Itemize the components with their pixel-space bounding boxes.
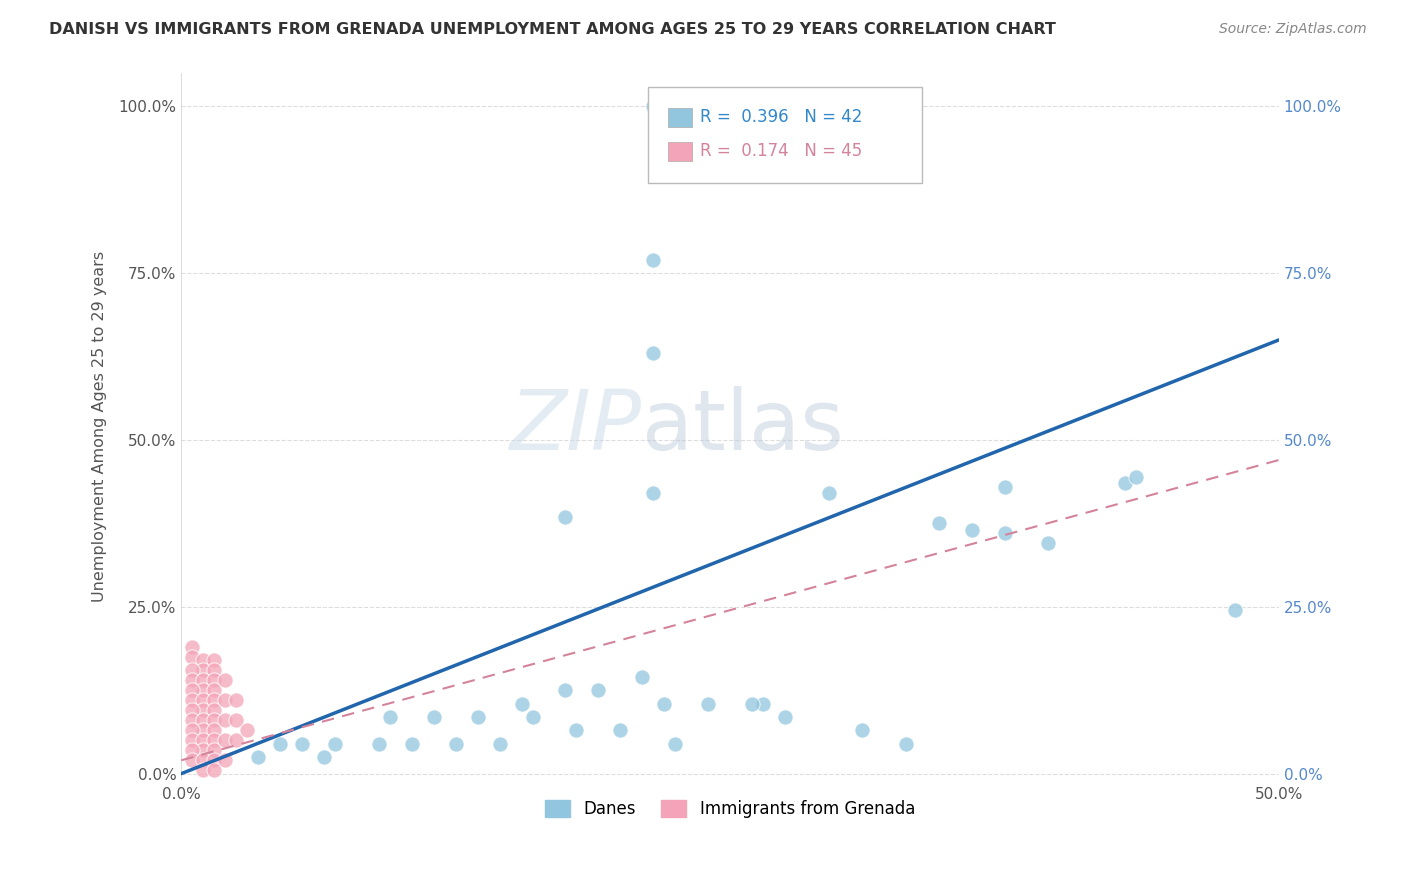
Point bbox=[894, 737, 917, 751]
Point bbox=[588, 683, 610, 698]
Point bbox=[202, 683, 225, 698]
Point bbox=[643, 99, 665, 113]
Point bbox=[488, 737, 510, 751]
Point bbox=[247, 750, 270, 764]
Point bbox=[214, 713, 236, 727]
Point bbox=[1114, 476, 1136, 491]
Point bbox=[323, 737, 346, 751]
Point bbox=[554, 683, 576, 698]
Point bbox=[752, 697, 775, 711]
Point bbox=[467, 710, 489, 724]
Point bbox=[773, 710, 796, 724]
Point bbox=[181, 673, 204, 688]
Point bbox=[181, 743, 204, 757]
Text: R =  0.174   N = 45: R = 0.174 N = 45 bbox=[700, 142, 863, 160]
Point bbox=[664, 737, 686, 751]
Point bbox=[1223, 603, 1246, 617]
Point bbox=[312, 750, 335, 764]
Text: atlas: atlas bbox=[643, 386, 844, 467]
Point bbox=[730, 99, 752, 113]
Bar bbox=[668, 108, 692, 128]
Point bbox=[193, 733, 215, 747]
Point bbox=[181, 723, 204, 738]
Point bbox=[214, 753, 236, 767]
Point bbox=[928, 516, 950, 531]
Point bbox=[193, 713, 215, 727]
Point bbox=[193, 663, 215, 677]
Point bbox=[1038, 536, 1060, 550]
Point bbox=[741, 697, 763, 711]
Point bbox=[631, 670, 654, 684]
Point bbox=[202, 693, 225, 707]
Point bbox=[643, 486, 665, 500]
Point bbox=[181, 663, 204, 677]
Point bbox=[202, 703, 225, 717]
Text: DANISH VS IMMIGRANTS FROM GRENADA UNEMPLOYMENT AMONG AGES 25 TO 29 YEARS CORRELA: DANISH VS IMMIGRANTS FROM GRENADA UNEMPL… bbox=[49, 22, 1056, 37]
Point bbox=[225, 693, 247, 707]
Text: Source: ZipAtlas.com: Source: ZipAtlas.com bbox=[1219, 22, 1367, 37]
Point bbox=[202, 764, 225, 778]
Point bbox=[181, 649, 204, 664]
Point bbox=[202, 713, 225, 727]
Point bbox=[225, 713, 247, 727]
Point bbox=[181, 703, 204, 717]
Point bbox=[181, 733, 204, 747]
Point bbox=[214, 673, 236, 688]
Point bbox=[214, 733, 236, 747]
Point bbox=[181, 693, 204, 707]
Y-axis label: Unemployment Among Ages 25 to 29 years: Unemployment Among Ages 25 to 29 years bbox=[93, 251, 107, 602]
Point bbox=[202, 733, 225, 747]
Point bbox=[522, 710, 544, 724]
Point bbox=[193, 673, 215, 688]
Point bbox=[444, 737, 467, 751]
Point bbox=[193, 683, 215, 698]
Point bbox=[609, 723, 631, 738]
Point bbox=[643, 346, 665, 360]
Point bbox=[193, 753, 215, 767]
Legend: Danes, Immigrants from Grenada: Danes, Immigrants from Grenada bbox=[538, 794, 921, 825]
Point bbox=[554, 509, 576, 524]
Point bbox=[193, 653, 215, 667]
Point bbox=[202, 743, 225, 757]
FancyBboxPatch shape bbox=[648, 87, 922, 183]
Point bbox=[181, 683, 204, 698]
Text: R =  0.396   N = 42: R = 0.396 N = 42 bbox=[700, 108, 863, 126]
Point bbox=[193, 703, 215, 717]
Point bbox=[378, 710, 401, 724]
Point bbox=[643, 252, 665, 267]
Point bbox=[401, 737, 423, 751]
Point bbox=[818, 486, 841, 500]
Point bbox=[291, 737, 314, 751]
Point bbox=[565, 723, 588, 738]
Point bbox=[181, 713, 204, 727]
Point bbox=[851, 723, 873, 738]
Point bbox=[202, 723, 225, 738]
Point bbox=[193, 693, 215, 707]
Point bbox=[510, 697, 533, 711]
Point bbox=[697, 697, 720, 711]
Point bbox=[236, 723, 259, 738]
Bar bbox=[668, 142, 692, 161]
Point bbox=[269, 737, 291, 751]
Point bbox=[225, 733, 247, 747]
Point bbox=[193, 743, 215, 757]
Point bbox=[423, 710, 446, 724]
Point bbox=[181, 640, 204, 654]
Point bbox=[202, 663, 225, 677]
Point bbox=[1125, 469, 1147, 483]
Point bbox=[202, 673, 225, 688]
Point bbox=[181, 753, 204, 767]
Point bbox=[193, 723, 215, 738]
Text: ZIP: ZIP bbox=[510, 386, 643, 467]
Point bbox=[960, 523, 983, 537]
Point bbox=[202, 753, 225, 767]
Point bbox=[202, 653, 225, 667]
Point bbox=[367, 737, 389, 751]
Point bbox=[193, 764, 215, 778]
Point bbox=[214, 693, 236, 707]
Point bbox=[993, 480, 1015, 494]
Point bbox=[993, 526, 1015, 541]
Point bbox=[652, 697, 675, 711]
